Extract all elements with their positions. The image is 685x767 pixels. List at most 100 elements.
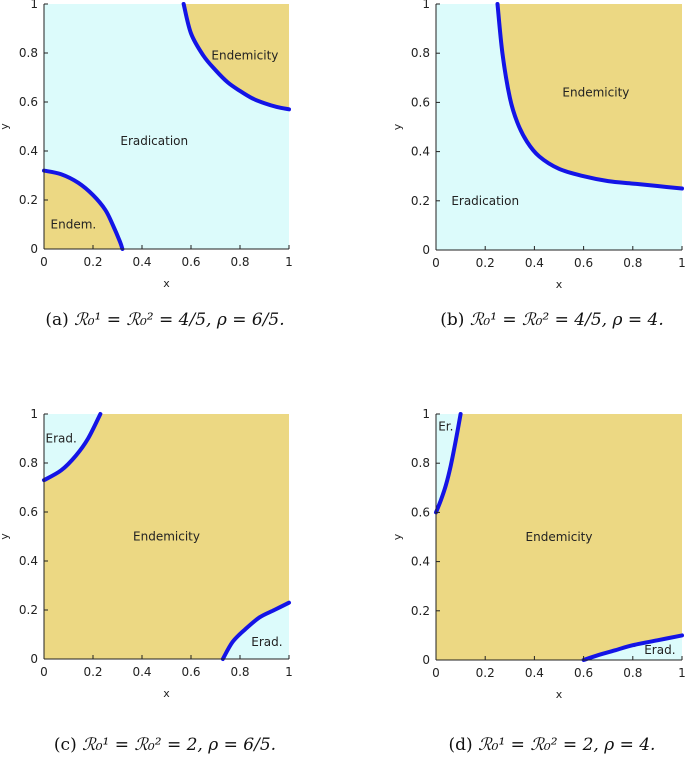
y-tick-label: 0.8 bbox=[19, 456, 38, 470]
region-annotation: Endem. bbox=[51, 218, 97, 232]
caption-label: (c) bbox=[53, 735, 77, 755]
x-tick-label: 0.4 bbox=[132, 665, 151, 679]
region-eradication-0 bbox=[44, 414, 101, 481]
y-tick-label: 0 bbox=[422, 243, 430, 257]
region-annotation: Endemicity bbox=[562, 86, 629, 100]
y-tick-label: 0.2 bbox=[19, 193, 38, 207]
x-tick-label: 1 bbox=[285, 255, 293, 269]
x-tick-label: 0.8 bbox=[230, 255, 249, 269]
x-tick-label: 0.4 bbox=[132, 255, 151, 269]
caption-c: (c) ℛ₀¹ = ℛ₀² = 2, ρ = 6/5. bbox=[5, 735, 325, 755]
region-annotation: Endemicity bbox=[526, 530, 593, 544]
y-tick-label: 0.2 bbox=[411, 194, 430, 208]
y-tick-label: 0.8 bbox=[411, 46, 430, 60]
region-annotation: Erad. bbox=[644, 643, 675, 657]
x-tick-label: 0.6 bbox=[181, 665, 200, 679]
boundary-curve-1 bbox=[581, 633, 684, 662]
x-tick-label: 0.6 bbox=[574, 256, 593, 270]
y-tick-label: 1 bbox=[422, 407, 430, 421]
y-tick-label: 0.2 bbox=[411, 604, 430, 618]
phase-diagram-b: 0 0.2 0.4 0.6 0.8 1 0 0.2 0.4 0.6 0.8 1 x y Endemicity… bbox=[391, 0, 685, 291]
y-tick-label: 0.4 bbox=[411, 145, 430, 159]
region-annotation: Er. bbox=[438, 419, 453, 433]
x-tick-label: 1 bbox=[285, 665, 293, 679]
x-tick-label: 0.2 bbox=[476, 256, 495, 270]
phase-diagram-a: 0 0.2 0.4 0.6 0.8 1 0 0.2 0.4 0.6 0.8 1 x y Endemicity… bbox=[0, 0, 293, 290]
y-tick-label: 0 bbox=[30, 652, 38, 666]
region-annotation: Endemicity bbox=[211, 48, 278, 62]
caption-math: ℛ₀¹ = ℛ₀² = 2, ρ = 6/5. bbox=[82, 735, 277, 755]
x-tick-label: 1 bbox=[678, 666, 685, 680]
x-tick-label: 0.8 bbox=[623, 256, 642, 270]
x-tick-label: 0.8 bbox=[623, 666, 642, 680]
y-axis-title: y bbox=[391, 123, 404, 130]
x-axis-title: x bbox=[163, 277, 170, 290]
x-tick-label: 0.4 bbox=[525, 256, 544, 270]
x-axis-title: x bbox=[556, 278, 563, 291]
y-tick-label: 1 bbox=[30, 0, 38, 11]
caption-math: ℛ₀¹ = ℛ₀² = 4/5, ρ = 6/5. bbox=[74, 310, 285, 330]
x-tick-label: 0.2 bbox=[83, 665, 102, 679]
y-tick-label: 0.6 bbox=[19, 95, 38, 109]
caption-label: (b) bbox=[440, 310, 465, 330]
x-axis-title: x bbox=[163, 687, 170, 700]
y-axis-title: y bbox=[0, 123, 11, 130]
x-axis-title: x bbox=[556, 688, 563, 701]
region-annotation: Erad. bbox=[45, 432, 76, 446]
region-endemicity-0 bbox=[497, 4, 682, 189]
y-tick-label: 1 bbox=[422, 0, 430, 11]
x-tick-label: 0.2 bbox=[83, 255, 102, 269]
caption-b: (b) ℛ₀¹ = ℛ₀² = 4/5, ρ = 4. bbox=[392, 310, 685, 330]
caption-math: ℛ₀¹ = ℛ₀² = 2, ρ = 4. bbox=[478, 735, 656, 755]
chart-panel-d: 0 0.2 0.4 0.6 0.8 1 0 0.2 0.4 0.6 0.8 1 x y Er. Endemic… bbox=[391, 407, 685, 710]
chart-panel-a: 0 0.2 0.4 0.6 0.8 1 0 0.2 0.4 0.6 0.8 1 x y Endemicity… bbox=[0, 0, 300, 295]
x-tick-label: 0.2 bbox=[476, 666, 495, 680]
caption-label: (a) bbox=[45, 310, 69, 330]
boundary-curve-0 bbox=[42, 412, 103, 483]
y-axis-title: y bbox=[0, 533, 11, 540]
boundary-curve-0 bbox=[495, 2, 684, 191]
boundary-curve-1 bbox=[42, 168, 125, 251]
plot-background-endemicity bbox=[44, 414, 289, 659]
phase-diagram-c: 0 0.2 0.4 0.6 0.8 1 0 0.2 0.4 0.6 0.8 1 x y Erad. Endem… bbox=[0, 407, 293, 700]
y-tick-label: 0.8 bbox=[19, 46, 38, 60]
caption-a: (a) ℛ₀¹ = ℛ₀² = 4/5, ρ = 6/5. bbox=[5, 310, 325, 330]
x-tick-label: 0.8 bbox=[230, 665, 249, 679]
y-tick-label: 0.6 bbox=[411, 95, 430, 109]
y-tick-label: 0 bbox=[30, 242, 38, 256]
y-tick-label: 0.6 bbox=[19, 505, 38, 519]
chart-panel-b: 0 0.2 0.4 0.6 0.8 1 0 0.2 0.4 0.6 0.8 1 x y Endemicity… bbox=[391, 0, 685, 295]
region-eradication-1 bbox=[222, 602, 289, 659]
y-tick-label: 0.2 bbox=[19, 603, 38, 617]
y-tick-label: 1 bbox=[30, 407, 38, 421]
boundary-curve-1 bbox=[220, 600, 291, 661]
region-annotation: Eradication bbox=[451, 194, 519, 208]
plot-background-endemicity bbox=[436, 414, 682, 660]
region-endemicity-0 bbox=[183, 4, 289, 110]
phase-diagram-d: 0 0.2 0.4 0.6 0.8 1 0 0.2 0.4 0.6 0.8 1 x y Er. Endemic… bbox=[391, 407, 685, 701]
y-tick-label: 0.4 bbox=[19, 554, 38, 568]
x-tick-label: 0 bbox=[40, 255, 48, 269]
x-tick-label: 0.4 bbox=[525, 666, 544, 680]
y-tick-label: 0.4 bbox=[411, 555, 430, 569]
region-annotation: Erad. bbox=[251, 635, 282, 649]
boundary-curve-0 bbox=[434, 412, 463, 515]
region-endemicity-1 bbox=[44, 170, 123, 249]
x-tick-label: 0 bbox=[40, 665, 48, 679]
y-axis-title: y bbox=[391, 533, 404, 540]
y-tick-label: 0.4 bbox=[19, 144, 38, 158]
region-annotation: Endemicity bbox=[133, 530, 200, 544]
y-tick-label: 0.6 bbox=[411, 505, 430, 519]
chart-panel-c: 0 0.2 0.4 0.6 0.8 1 0 0.2 0.4 0.6 0.8 1 x y Erad. Endem… bbox=[0, 407, 300, 710]
caption-math: ℛ₀¹ = ℛ₀² = 4/5, ρ = 4. bbox=[469, 310, 664, 330]
x-tick-label: 0 bbox=[432, 256, 440, 270]
x-tick-label: 0 bbox=[432, 666, 440, 680]
x-tick-label: 0.6 bbox=[574, 666, 593, 680]
x-tick-label: 0.6 bbox=[181, 255, 200, 269]
x-tick-label: 1 bbox=[678, 256, 685, 270]
region-annotation: Eradication bbox=[120, 134, 188, 148]
y-tick-label: 0.8 bbox=[411, 456, 430, 470]
caption-d: (d) ℛ₀¹ = ℛ₀² = 2, ρ = 4. bbox=[392, 735, 685, 755]
caption-label: (d) bbox=[448, 735, 473, 755]
boundary-curve-0 bbox=[181, 2, 291, 112]
